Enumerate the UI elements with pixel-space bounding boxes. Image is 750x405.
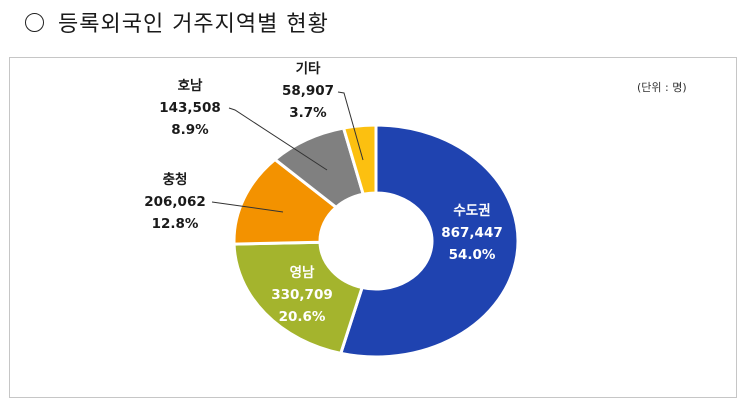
circle-bullet-icon — [25, 12, 44, 32]
data-label-honam: 호남 143,508 8.9% — [150, 75, 230, 141]
slice-other — [341, 123, 378, 197]
label-value: 206,062 — [144, 194, 206, 210]
chart-frame — [9, 57, 737, 398]
leader-line-chungcheong — [211, 201, 284, 213]
label-value: 330,709 — [271, 287, 333, 303]
label-percent: 20.6% — [278, 309, 326, 325]
label-percent: 3.7% — [289, 105, 327, 121]
label-value: 867,447 — [441, 225, 503, 241]
label-percent: 12.8% — [151, 216, 199, 232]
label-name: 영남 — [289, 265, 315, 281]
leader-line-honam — [228, 107, 328, 171]
slice-capital — [338, 123, 520, 359]
data-label-yeongnam: 영남 330,709 20.6% — [262, 262, 342, 328]
label-name: 호남 — [177, 78, 203, 94]
data-label-chungcheong: 충청 206,062 12.8% — [135, 169, 215, 235]
slice-yeongnam — [232, 240, 365, 356]
label-percent: 8.9% — [171, 122, 209, 138]
leader-line-other — [337, 91, 364, 161]
label-value: 58,907 — [281, 83, 335, 99]
label-percent: 54.0% — [448, 247, 496, 263]
title-text: 등록외국인 거주지역별 현황 — [58, 12, 329, 37]
label-name: 기타 — [295, 61, 321, 77]
data-label-capital: 수도권 867,447 54.0% — [432, 200, 512, 266]
donut-slices — [232, 123, 520, 359]
unit-label: (단위 : 명) — [637, 81, 687, 94]
label-name: 수도권 — [453, 203, 491, 219]
page-title: 등록외국인 거주지역별 현황 — [25, 6, 329, 38]
label-value: 143,508 — [159, 100, 221, 116]
leader-lines — [211, 91, 364, 213]
data-label-other: 기타 58,907 3.7% — [270, 58, 346, 124]
label-name: 충청 — [162, 172, 188, 188]
